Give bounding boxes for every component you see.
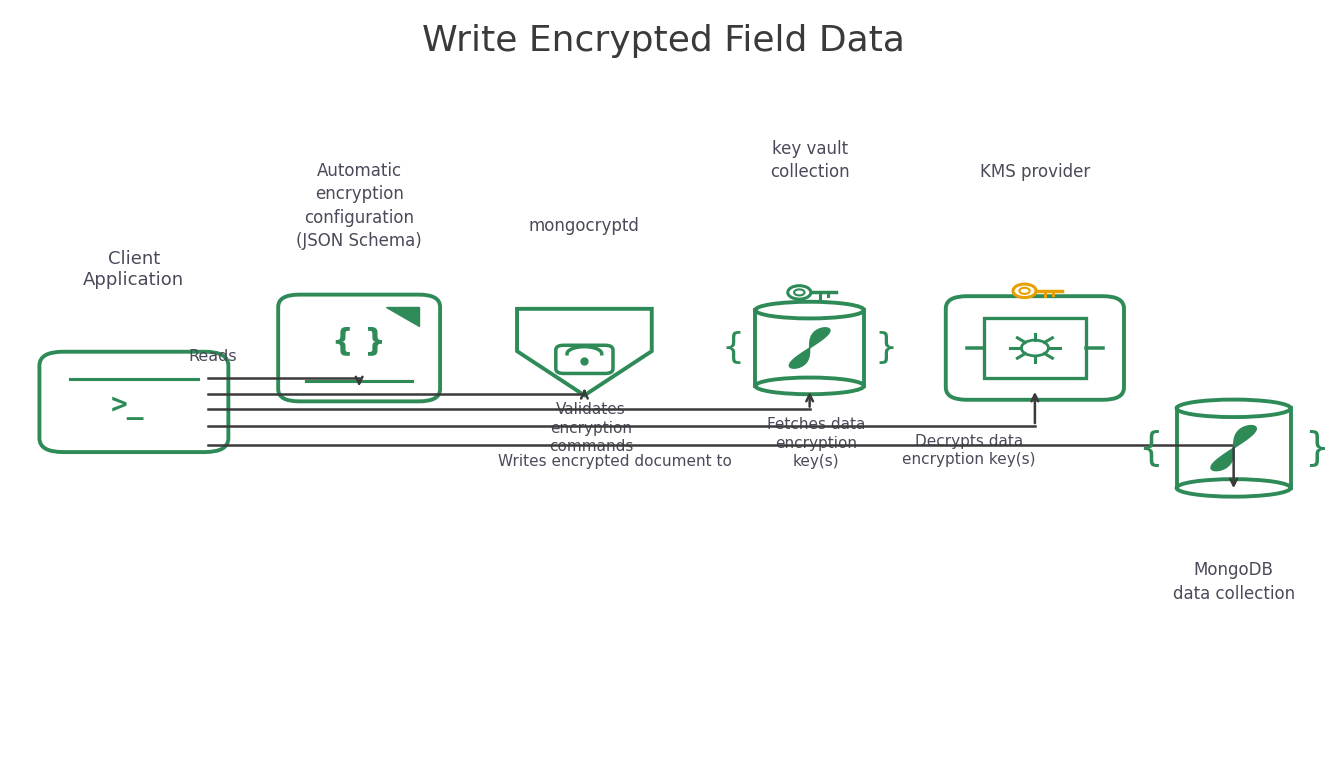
Text: {: { <box>1139 429 1163 467</box>
FancyBboxPatch shape <box>555 346 613 373</box>
Bar <box>1176 408 1291 488</box>
Polygon shape <box>517 309 651 395</box>
Text: key vault
collection: key vault collection <box>770 140 849 181</box>
Ellipse shape <box>756 377 864 394</box>
Text: }: } <box>874 331 897 365</box>
Text: Client
Application: Client Application <box>83 250 184 289</box>
Text: Fetches data
encryption
key(s): Fetches data encryption key(s) <box>768 417 865 469</box>
Text: >_: >_ <box>111 392 144 420</box>
FancyBboxPatch shape <box>278 295 441 401</box>
FancyBboxPatch shape <box>945 296 1124 400</box>
Circle shape <box>794 289 805 295</box>
Circle shape <box>1021 340 1048 356</box>
Ellipse shape <box>1176 479 1291 497</box>
FancyBboxPatch shape <box>984 318 1085 377</box>
Text: Reads: Reads <box>188 349 238 364</box>
Text: Validates
encryption
commands: Validates encryption commands <box>549 402 633 455</box>
Circle shape <box>1020 288 1029 294</box>
Text: { }: { } <box>332 325 386 355</box>
Text: mongocryptd: mongocryptd <box>529 217 639 235</box>
Text: Decrypts data
encryption key(s): Decrypts data encryption key(s) <box>902 434 1036 467</box>
Circle shape <box>788 286 810 299</box>
Text: {: { <box>722 331 745 365</box>
Text: MongoDB
data collection: MongoDB data collection <box>1172 561 1295 603</box>
Text: KMS provider: KMS provider <box>980 163 1089 181</box>
Text: Writes encrypted document to: Writes encrypted document to <box>498 454 732 469</box>
Polygon shape <box>789 328 830 368</box>
FancyBboxPatch shape <box>40 352 228 452</box>
Ellipse shape <box>756 301 864 318</box>
Circle shape <box>1013 284 1036 298</box>
Text: Write Encrypted Field Data: Write Encrypted Field Data <box>422 25 905 59</box>
Polygon shape <box>386 307 419 326</box>
Bar <box>756 310 864 386</box>
Text: }: } <box>1304 429 1328 467</box>
Ellipse shape <box>1176 400 1291 417</box>
Polygon shape <box>1211 426 1256 471</box>
Text: Automatic
encryption
configuration
(JSON Schema): Automatic encryption configuration (JSON… <box>296 162 422 250</box>
